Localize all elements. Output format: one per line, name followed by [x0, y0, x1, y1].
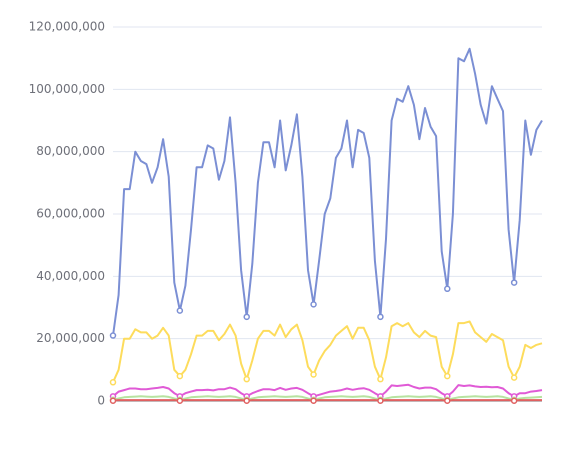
series-line: [112, 47, 543, 336]
y-tick-label: 20,000,000: [36, 331, 105, 345]
point-marker: [377, 313, 384, 321]
y-tick-label: 40,000,000: [36, 269, 105, 283]
point-marker: [310, 301, 317, 308]
y-tick-label: 80,000,000: [36, 144, 105, 158]
point-marker: [176, 397, 184, 404]
series-line: [112, 320, 543, 383]
y-tick-label: 0: [97, 394, 105, 408]
y-tick-label: 60,000,000: [36, 207, 105, 221]
point-marker: [243, 397, 250, 404]
point-marker: [377, 397, 384, 404]
point-marker: [109, 397, 117, 404]
point-marker: [310, 397, 317, 404]
point-marker: [109, 379, 117, 386]
point-marker: [444, 372, 451, 380]
point-marker: [109, 332, 117, 339]
point-marker: [444, 285, 451, 293]
point-marker: [510, 279, 518, 286]
point-marker: [510, 374, 518, 381]
point-marker: [176, 372, 184, 380]
point-marker: [243, 375, 250, 383]
series-line: [112, 395, 543, 401]
point-marker: [243, 313, 250, 321]
point-marker: [444, 397, 451, 404]
point-marker: [510, 397, 518, 404]
y-tick-label: 100,000,000: [29, 82, 105, 96]
point-marker: [176, 307, 184, 314]
y-tick-label: 120,000,000: [29, 20, 105, 34]
series-line: [112, 399, 542, 402]
series-line: [112, 383, 543, 398]
point-marker: [377, 375, 384, 383]
point-marker: [310, 371, 317, 378]
